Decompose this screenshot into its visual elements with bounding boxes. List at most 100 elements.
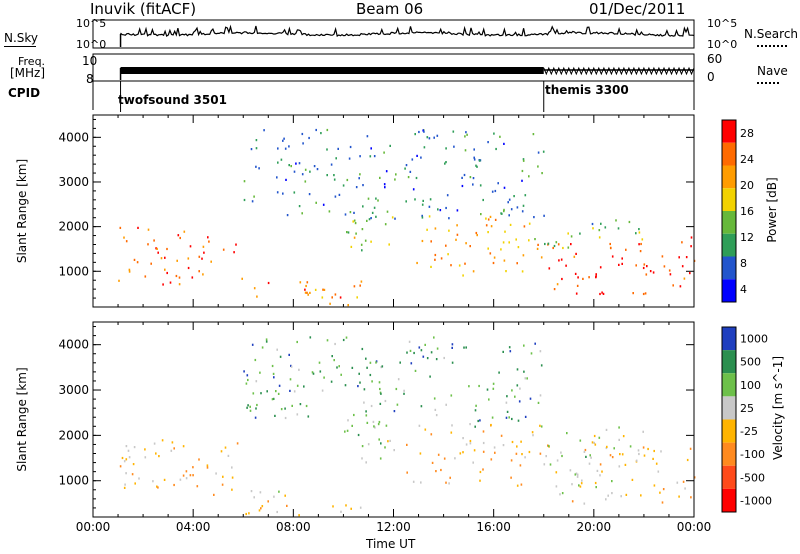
- power-cell: [478, 159, 481, 162]
- power-cell: [450, 264, 452, 267]
- power-cell: [661, 255, 664, 258]
- power-cell: [645, 273, 648, 276]
- velocity-cell: [206, 466, 209, 469]
- velocity-cell: [298, 514, 300, 517]
- velocity-cell: [171, 441, 174, 444]
- power-cell: [482, 198, 484, 202]
- power-cell: [421, 203, 424, 206]
- power-cell: [505, 270, 507, 273]
- velocity-colorbar-tick: 25: [740, 402, 754, 415]
- power-cell: [255, 165, 257, 168]
- power-colorbar-frame: [721, 119, 737, 303]
- power-cell: [354, 222, 357, 225]
- velocity-colorbar-segment: [722, 327, 736, 351]
- velocity-cell: [385, 424, 388, 427]
- velocity-cell: [334, 342, 336, 346]
- power-cell: [350, 245, 353, 248]
- velocity-cell: [196, 485, 199, 488]
- power-cell: [508, 198, 511, 201]
- power-cell: [440, 257, 443, 260]
- velocity-cell: [365, 461, 367, 464]
- power-cell: [203, 251, 205, 254]
- velocity-cell: [260, 392, 262, 395]
- velocity-cell: [684, 487, 686, 490]
- velocity-cell: [474, 425, 476, 428]
- nsearch-lo-tick: 10^0: [707, 38, 738, 51]
- power-cell: [282, 139, 284, 142]
- velocity-cell: [659, 491, 661, 494]
- power-cell: [178, 276, 181, 279]
- velocity-cell: [127, 449, 130, 452]
- power-cell: [553, 244, 556, 248]
- velocity-cell: [434, 408, 437, 411]
- power-cell: [144, 275, 147, 278]
- velocity-ytick-label: 2000: [58, 428, 89, 442]
- velocity-cell: [514, 395, 516, 398]
- power-cell: [301, 212, 303, 215]
- power-cell: [446, 194, 449, 197]
- velocity-cell: [284, 494, 286, 497]
- velocity-cell: [599, 474, 601, 477]
- velocity-cell: [528, 450, 531, 454]
- velocity-cell: [482, 430, 485, 433]
- power-cell: [322, 288, 324, 291]
- power-cell: [663, 265, 666, 268]
- velocity-cell: [296, 340, 298, 344]
- power-cell: [465, 131, 467, 134]
- velocity-cell: [584, 448, 587, 452]
- power-cell: [202, 273, 204, 276]
- power-cell: [577, 276, 579, 279]
- velocity-cell: [125, 445, 128, 448]
- power-cell: [570, 235, 573, 238]
- power-cell: [466, 133, 468, 136]
- power-cell: [123, 236, 125, 239]
- power-cell: [166, 271, 168, 275]
- velocity-cell: [273, 495, 275, 498]
- velocity-cell: [510, 476, 512, 479]
- power-cell: [422, 199, 424, 202]
- velocity-cell: [448, 482, 450, 485]
- velocity-cell: [359, 506, 362, 509]
- velocity-cell: [286, 504, 288, 507]
- power-cell: [323, 288, 326, 291]
- velocity-cell: [506, 395, 508, 398]
- power-cell: [301, 173, 304, 176]
- velocity-cell: [539, 452, 542, 455]
- velocity-cell: [288, 353, 290, 356]
- power-cell: [308, 193, 311, 196]
- velocity-cell: [319, 370, 322, 373]
- velocity-cell: [611, 480, 613, 483]
- power-cell: [523, 225, 526, 228]
- power-cell: [136, 261, 139, 264]
- power-cell: [384, 223, 387, 226]
- power-cell: [508, 241, 510, 244]
- power-cell: [456, 233, 459, 236]
- velocity-cell: [590, 456, 592, 459]
- velocity-cell: [119, 465, 122, 468]
- velocity-cell: [571, 483, 573, 486]
- velocity-cell: [361, 347, 364, 351]
- power-cell: [306, 281, 309, 284]
- velocity-cell: [477, 419, 479, 423]
- velocity-cell: [526, 377, 528, 380]
- velocity-cell: [547, 444, 550, 448]
- power-cell: [528, 175, 530, 178]
- power-cell: [628, 220, 631, 224]
- power-cell: [426, 136, 429, 139]
- power-cell: [187, 257, 190, 260]
- power-cell: [334, 195, 337, 198]
- power-cell: [462, 274, 464, 277]
- velocity-cell: [275, 390, 277, 393]
- power-cell: [394, 178, 396, 181]
- velocity-cell: [250, 490, 253, 493]
- power-cell: [421, 214, 423, 217]
- power-ytick-label: 3000: [58, 175, 89, 189]
- power-cell: [383, 151, 385, 154]
- power-cell: [304, 288, 306, 291]
- velocity-cell: [266, 390, 268, 393]
- station-title: Inuvik (fitACF): [90, 0, 197, 18]
- power-cell: [385, 170, 388, 173]
- velocity-cell: [380, 392, 382, 395]
- power-cell: [570, 243, 572, 246]
- power-cell: [166, 247, 168, 251]
